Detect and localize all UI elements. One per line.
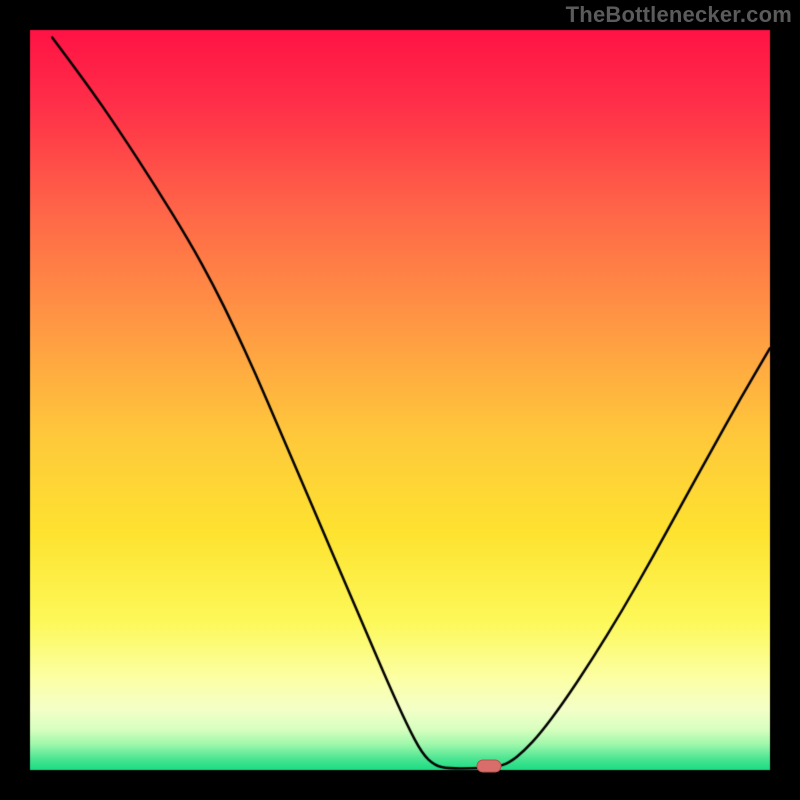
chart-container: TheBottlenecker.com — [0, 0, 800, 800]
optimal-point-marker — [476, 759, 502, 773]
bottleneck-curve — [0, 0, 800, 800]
watermark-text: TheBottlenecker.com — [566, 2, 792, 28]
